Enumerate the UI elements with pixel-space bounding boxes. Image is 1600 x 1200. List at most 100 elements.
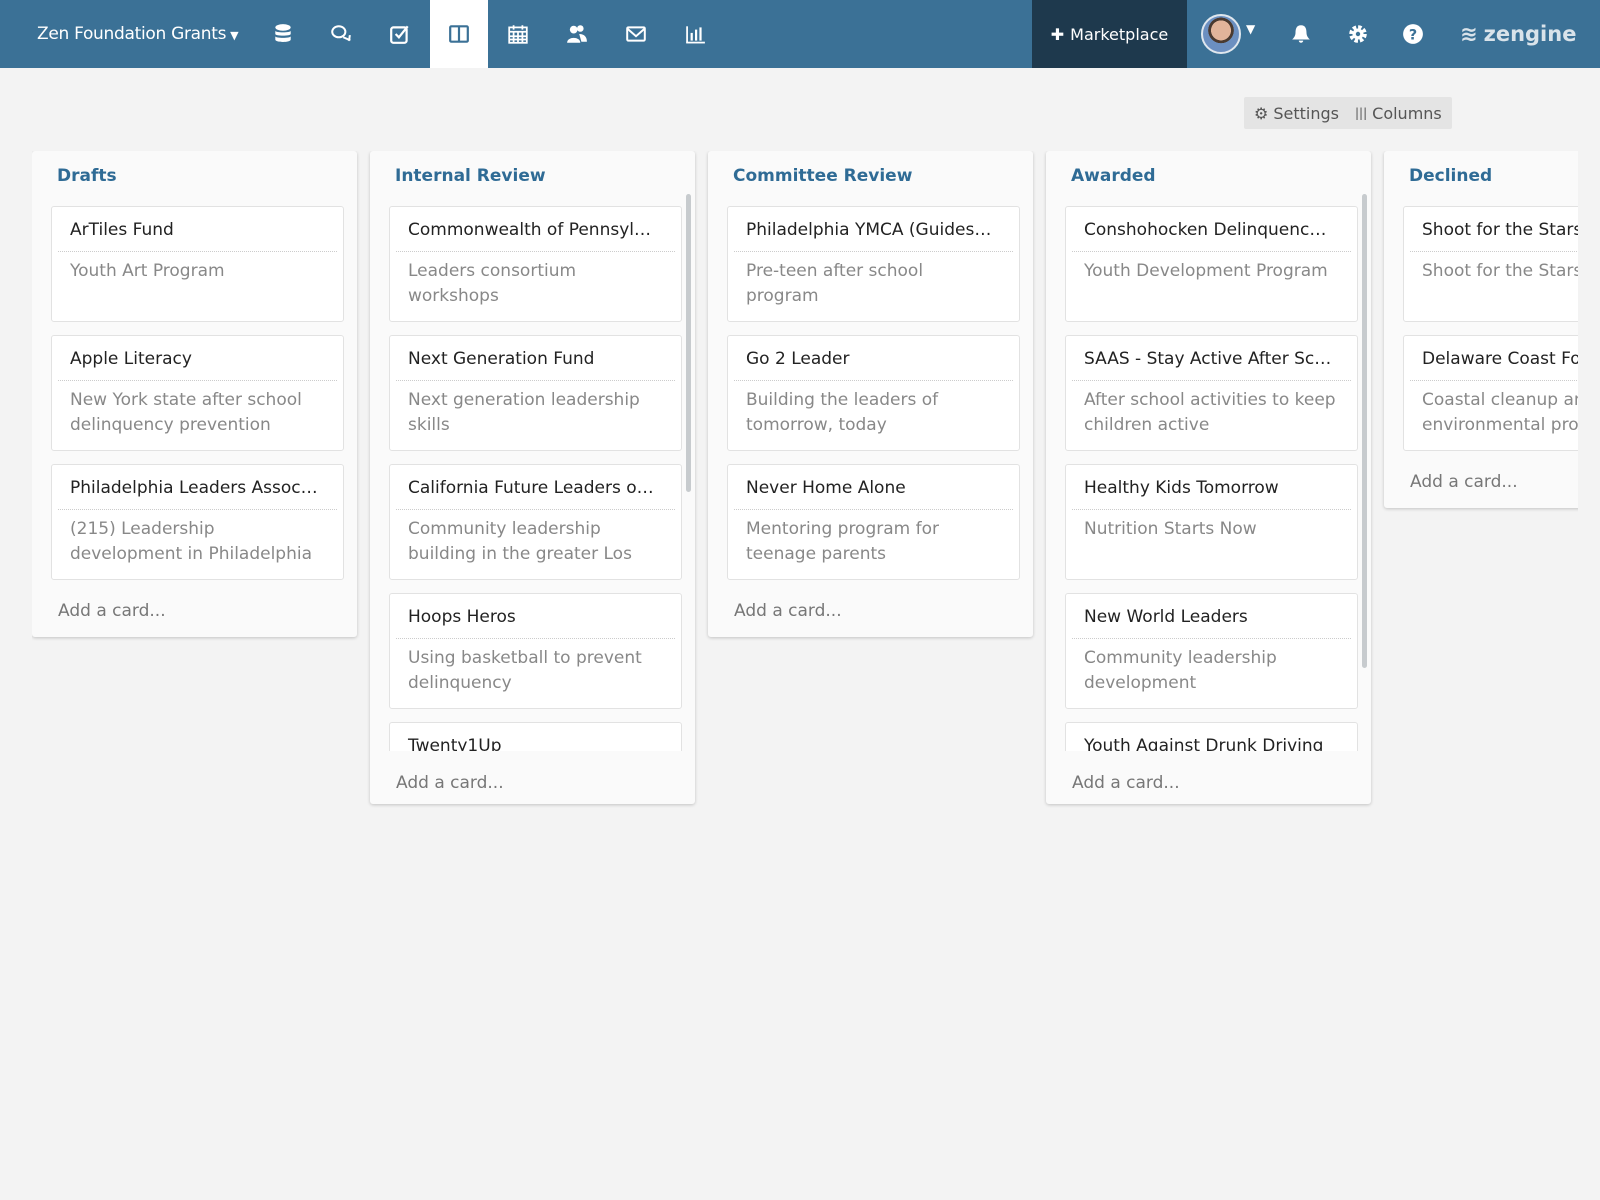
column-title[interactable]: Declined xyxy=(1409,166,1493,186)
card[interactable]: Delaware Coast Fou Coastal cleanup and en… xyxy=(1403,335,1578,451)
bell-icon[interactable] xyxy=(1272,0,1330,68)
card-title: Delaware Coast Fou xyxy=(1410,336,1578,381)
card[interactable]: Shoot for the Stars Shoot for the Stars xyxy=(1403,206,1578,322)
card-description: Using basketball to prevent delinquency xyxy=(408,648,642,693)
card-title: Apple Literacy xyxy=(58,336,337,381)
column-title[interactable]: Internal Review xyxy=(395,166,546,186)
card-title: Healthy Kids Tomorrow xyxy=(1072,465,1351,510)
tasks-icon[interactable] xyxy=(371,0,429,68)
card-list: Commonwealth of Pennsylv... Leaders conso… xyxy=(370,206,695,751)
board-icon[interactable] xyxy=(430,0,488,68)
card-description: Community leadership development xyxy=(1084,648,1277,693)
card-title: New World Leaders xyxy=(1072,594,1351,639)
card[interactable]: Healthy Kids Tomorrow Nutrition Starts No… xyxy=(1065,464,1358,580)
card[interactable]: Youth Against Drunk Driving xyxy=(1065,722,1358,751)
card-list: Philadelphia YMCA (Guidesta... Pre-teen a… xyxy=(708,206,1033,593)
card-description: Coastal cleanup and environmental prot xyxy=(1422,390,1578,435)
column-internal-review: Internal Review Commonwealth of Pennsylv.… xyxy=(370,151,695,804)
card-title: Conshohocken Delinquency ... xyxy=(1072,207,1351,252)
mail-icon[interactable] xyxy=(607,0,665,68)
card-title: ArTiles Fund xyxy=(58,207,337,252)
workspace-name: Zen Foundation Grants xyxy=(37,24,227,44)
card-list: Shoot for the Stars Shoot for the Stars De… xyxy=(1384,206,1578,464)
column-title[interactable]: Awarded xyxy=(1071,166,1156,186)
card-description: (215) Leadership development in Philadel… xyxy=(70,519,313,564)
card-description: Community leadership building in the gre… xyxy=(408,519,632,564)
scrollbar[interactable] xyxy=(1362,194,1367,668)
gear-icon: ⚙ xyxy=(1254,103,1269,123)
card[interactable]: Twenty1Up xyxy=(389,722,682,751)
gear-icon[interactable] xyxy=(1329,0,1387,68)
column-title[interactable]: Committee Review xyxy=(733,166,913,186)
card-description: Pre-teen after school program xyxy=(746,261,924,306)
settings-label: Settings xyxy=(1273,103,1339,123)
scrollbar[interactable] xyxy=(686,194,691,492)
card-list: ArTiles Fund Youth Art Program Apple Liter… xyxy=(32,206,357,593)
chat-icon[interactable] xyxy=(312,0,370,68)
marketplace-button[interactable]: ✚ Marketplace xyxy=(1032,0,1187,68)
card[interactable]: Go 2 Leader Building the leaders of tomor… xyxy=(727,335,1020,451)
logo-text: zengine xyxy=(1483,22,1577,46)
avatar[interactable] xyxy=(1201,14,1241,54)
card-title: Shoot for the Stars xyxy=(1410,207,1578,252)
top-nav: Zen Foundation Grants ▼ ✚ Marketplace ▼ ? … xyxy=(0,0,1600,68)
column-declined: Declined Shoot for the Stars Shoot for the… xyxy=(1384,151,1578,508)
card[interactable]: Hoops Heros Using basketball to prevent d… xyxy=(389,593,682,709)
caret-down-icon: ▼ xyxy=(230,29,239,42)
svg-text:?: ? xyxy=(1409,28,1417,44)
calendar-icon[interactable] xyxy=(489,0,547,68)
kanban-board: Drafts ArTiles Fund Youth Art Program Apple… xyxy=(32,151,1578,851)
card-title: Commonwealth of Pennsylv... xyxy=(396,207,675,252)
add-card-link[interactable]: Add a card... xyxy=(734,601,842,621)
add-card-link[interactable]: Add a card... xyxy=(1410,472,1518,492)
add-card-link[interactable]: Add a card... xyxy=(1072,773,1180,793)
card[interactable]: Apple Literacy New York state after schoo… xyxy=(51,335,344,451)
add-card-link[interactable]: Add a card... xyxy=(58,601,166,621)
card-title: Philadelphia YMCA (Guidesta... xyxy=(734,207,1013,252)
card-description: Youth Art Program xyxy=(70,261,225,281)
card[interactable]: ArTiles Fund Youth Art Program xyxy=(51,206,344,322)
card[interactable]: Never Home Alone Mentoring program for te… xyxy=(727,464,1020,580)
card-list: Conshohocken Delinquency ... Youth Develo… xyxy=(1046,206,1371,751)
columns-label: Columns xyxy=(1372,103,1442,123)
card-description: After school activities to keep children… xyxy=(1084,390,1336,435)
columns-button[interactable]: ||| Columns xyxy=(1345,97,1452,129)
add-card-link[interactable]: Add a card... xyxy=(396,773,504,793)
card-title: Twenty1Up xyxy=(396,723,675,751)
column-committee-review: Committee Review Philadelphia YMCA (Guide… xyxy=(708,151,1033,637)
workspace-switcher[interactable]: Zen Foundation Grants ▼ xyxy=(37,0,239,68)
card-title: Next Generation Fund xyxy=(396,336,675,381)
help-icon[interactable]: ? xyxy=(1384,0,1442,68)
card-title: Youth Against Drunk Driving xyxy=(1072,723,1351,751)
settings-button[interactable]: ⚙ Settings xyxy=(1244,97,1349,129)
logo-stack-icon: ≋ xyxy=(1460,22,1478,46)
card-description: New York state after school delinquency … xyxy=(70,390,302,435)
reports-icon[interactable] xyxy=(666,0,724,68)
card[interactable]: Conshohocken Delinquency ... Youth Develo… xyxy=(1065,206,1358,322)
database-icon[interactable] xyxy=(254,0,312,68)
contacts-icon[interactable] xyxy=(548,0,606,68)
card-title: Go 2 Leader xyxy=(734,336,1013,381)
card[interactable]: California Future Leaders of ... Communit… xyxy=(389,464,682,580)
column-drafts: Drafts ArTiles Fund Youth Art Program Apple… xyxy=(32,151,357,637)
card-title: SAAS - Stay Active After School xyxy=(1072,336,1351,381)
puzzle-icon: ✚ xyxy=(1050,24,1065,44)
columns-icon: ||| xyxy=(1355,106,1368,120)
card-description: Next generation leadership skills xyxy=(408,390,640,435)
column-awarded: Awarded Conshohocken Delinquency ... Youth… xyxy=(1046,151,1371,804)
zengine-logo[interactable]: ≋ zengine xyxy=(1460,0,1576,68)
card[interactable]: SAAS - Stay Active After School After sch… xyxy=(1065,335,1358,451)
caret-down-icon[interactable]: ▼ xyxy=(1246,22,1256,36)
card-description: Nutrition Starts Now xyxy=(1084,519,1257,539)
card[interactable]: Next Generation Fund Next generation lead… xyxy=(389,335,682,451)
card-description: Youth Development Program xyxy=(1084,261,1328,281)
card-title: California Future Leaders of ... xyxy=(396,465,675,510)
card-title: Hoops Heros xyxy=(396,594,675,639)
card-description: Building the leaders of tomorrow, today xyxy=(746,390,939,435)
card[interactable]: Commonwealth of Pennsylv... Leaders conso… xyxy=(389,206,682,322)
card[interactable]: Philadelphia Leaders Associa... (215) Lea… xyxy=(51,464,344,580)
card[interactable]: New World Leaders Community leadership de… xyxy=(1065,593,1358,709)
column-title[interactable]: Drafts xyxy=(57,166,117,186)
card[interactable]: Philadelphia YMCA (Guidesta... Pre-teen a… xyxy=(727,206,1020,322)
card-description: Leaders consortium workshops xyxy=(408,261,577,306)
